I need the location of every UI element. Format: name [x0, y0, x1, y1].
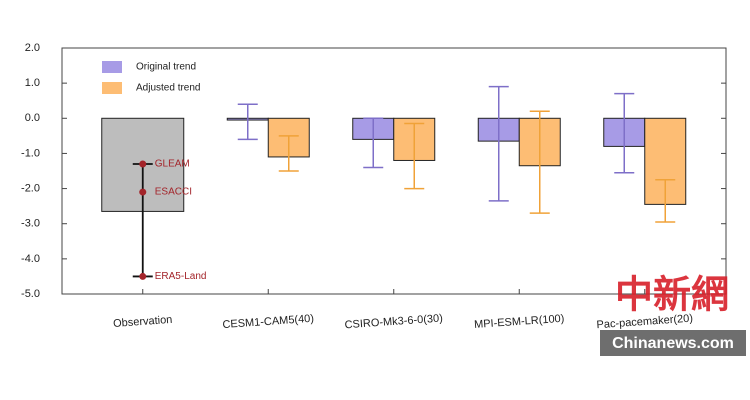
y-tick-label: -4.0: [21, 253, 40, 265]
error-bar: [655, 179, 676, 223]
error-bar: [529, 110, 550, 214]
observation-point: [139, 188, 147, 196]
error-bar: [237, 103, 258, 141]
y-tick-label: -5.0: [21, 288, 40, 300]
y-tick-label: 2.0: [25, 42, 40, 54]
legend-label: Original trend: [136, 62, 196, 73]
x-tick-label: Observation: [113, 314, 173, 330]
x-tick-label: CSIRO-Mk3-6-0(30): [344, 312, 443, 331]
x-tick-label: CESM1-CAM5(40): [222, 313, 314, 331]
y-tick-label: -3.0: [21, 218, 40, 230]
watermark-logo: 中新網: [615, 272, 729, 317]
legend-swatch: [102, 61, 122, 73]
point-label: GLEAM: [155, 159, 190, 170]
error-bar: [488, 85, 509, 202]
y-tick-label: 1.0: [25, 77, 40, 89]
watermark-box: [600, 330, 746, 356]
legend-swatch: [102, 82, 122, 94]
y-tick-label: -2.0: [21, 182, 40, 194]
error-bar: [278, 135, 299, 172]
error-bar: [363, 117, 384, 169]
error-bar: [404, 122, 425, 190]
legend-label: Adjusted trend: [136, 83, 201, 94]
point-label: ERA5-Land: [155, 271, 207, 282]
observation-point: [139, 272, 147, 280]
error-bar: [614, 92, 635, 174]
y-tick-label: -1.0: [21, 147, 40, 159]
x-tick-label: MPI-ESM-LR(100): [474, 313, 565, 331]
watermark-site: Chinanews.com: [612, 335, 734, 352]
point-label: ESACCI: [155, 187, 192, 198]
observation-point: [139, 160, 147, 168]
y-tick-label: 0.0: [25, 112, 40, 124]
